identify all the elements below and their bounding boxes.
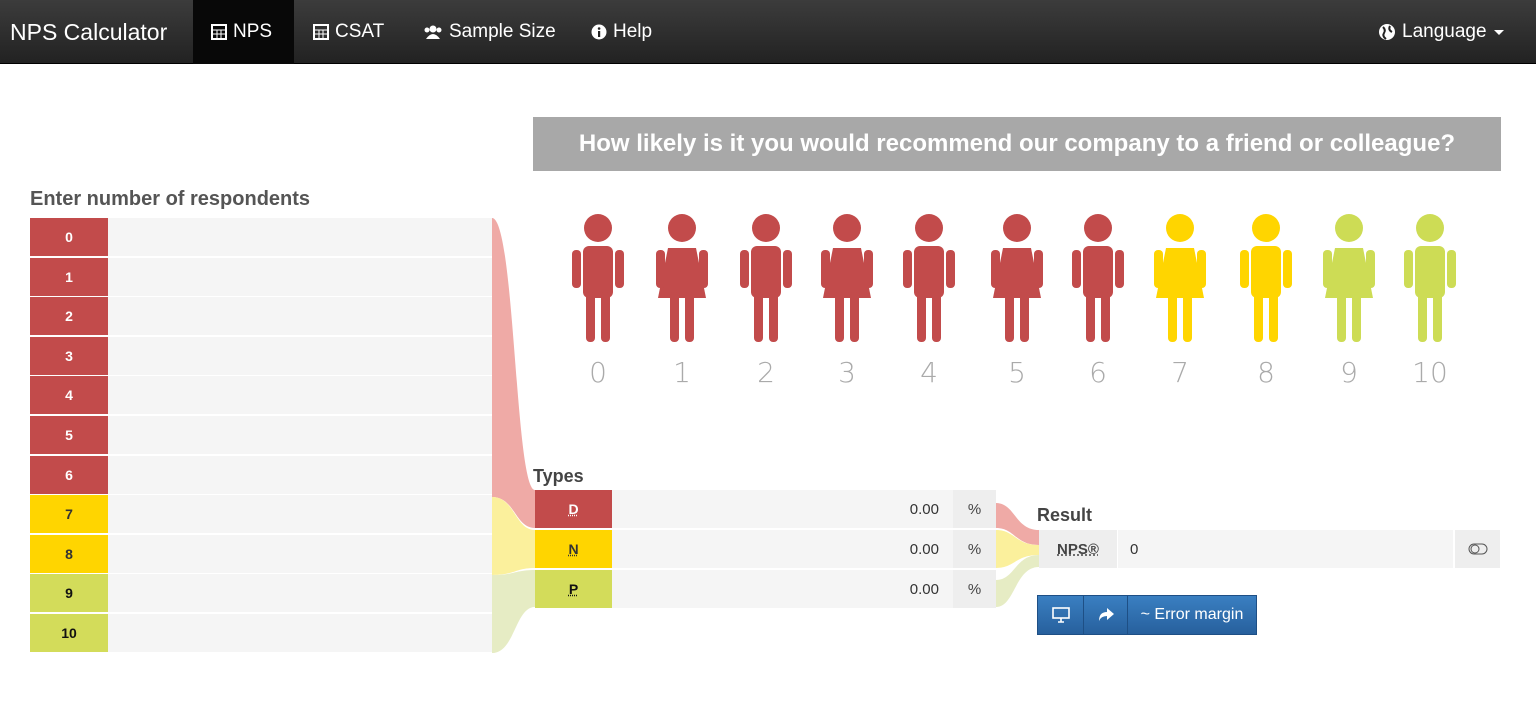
row-label: 10 bbox=[30, 614, 108, 652]
respondent-input[interactable] bbox=[108, 574, 492, 615]
icon bbox=[313, 24, 329, 40]
type-label: P bbox=[535, 570, 612, 608]
nav-label: NPS bbox=[233, 21, 273, 42]
respondents-title: Enter number of respondents bbox=[30, 188, 311, 210]
caret bbox=[1493, 30, 1504, 35]
brand[interactable]: NPS Calculator bbox=[10, 18, 168, 45]
type-unit: % bbox=[953, 570, 996, 608]
respondent-input[interactable] bbox=[108, 455, 492, 496]
row-label: 1 bbox=[30, 257, 108, 296]
icon bbox=[1468, 543, 1487, 555]
flow bbox=[996, 555, 1039, 607]
respondent-input[interactable] bbox=[108, 376, 492, 417]
type-value: 0.00 bbox=[612, 530, 953, 568]
nav-label: Language bbox=[1402, 21, 1487, 42]
row-label: 4 bbox=[30, 376, 108, 415]
question-banner: How likely is it you would recommend our… bbox=[533, 117, 1501, 171]
respondent-input[interactable] bbox=[108, 218, 492, 258]
types-title: Types bbox=[533, 466, 584, 486]
share-button[interactable] bbox=[1083, 595, 1128, 635]
flow bbox=[492, 570, 535, 653]
row-label: 3 bbox=[30, 336, 108, 375]
nav-item[interactable]: Sample Size bbox=[405, 0, 574, 64]
display-button[interactable] bbox=[1037, 595, 1084, 635]
toggle-button[interactable] bbox=[1455, 530, 1500, 568]
row-label: 6 bbox=[30, 455, 108, 494]
flow bbox=[492, 218, 535, 528]
navbar: NPS Calculator NPS CSAT Sample Size Help… bbox=[0, 0, 1536, 64]
language-menu[interactable]: Language bbox=[1360, 0, 1523, 64]
icon bbox=[424, 25, 442, 39]
nav-label: Sample Size bbox=[449, 21, 556, 42]
icon bbox=[591, 24, 607, 40]
nav-item[interactable]: NPS bbox=[193, 0, 294, 64]
type-label: N bbox=[535, 530, 612, 568]
respondent-input[interactable] bbox=[108, 297, 492, 338]
flow bbox=[996, 530, 1039, 568]
result-title: Result bbox=[1037, 505, 1093, 525]
type-label: D bbox=[535, 490, 612, 528]
type-value: 0.00 bbox=[612, 570, 953, 608]
type-value: 0.00 bbox=[612, 490, 953, 528]
nps-label: NPS® bbox=[1039, 530, 1117, 568]
row-label: 7 bbox=[30, 495, 108, 534]
nav-item[interactable]: Help bbox=[573, 0, 670, 64]
row-label: 8 bbox=[30, 534, 108, 573]
icon bbox=[1379, 24, 1395, 40]
respondent-input[interactable] bbox=[108, 416, 492, 456]
respondent-input[interactable] bbox=[108, 614, 492, 654]
respondent-input[interactable] bbox=[108, 336, 492, 377]
icon bbox=[1051, 607, 1070, 623]
row-label: 9 bbox=[30, 574, 108, 613]
nav-item[interactable]: CSAT bbox=[295, 0, 402, 64]
row-label: 2 bbox=[30, 297, 108, 336]
icon bbox=[211, 24, 227, 40]
type-unit: % bbox=[953, 530, 996, 568]
icon bbox=[1098, 608, 1114, 621]
respondent-input[interactable] bbox=[108, 495, 492, 536]
respondent-input[interactable] bbox=[108, 257, 492, 298]
nav-label: Help bbox=[613, 21, 653, 42]
respondent-input[interactable] bbox=[108, 534, 492, 575]
nav-label: CSAT bbox=[335, 21, 385, 42]
row-label: 0 bbox=[30, 218, 108, 256]
nps-value: 0 bbox=[1118, 530, 1453, 568]
flow bbox=[492, 497, 535, 575]
flow bbox=[996, 503, 1039, 545]
error-margin-button[interactable]: ~ Error margin bbox=[1127, 595, 1257, 635]
row-label: 5 bbox=[30, 416, 108, 454]
type-unit: % bbox=[953, 490, 996, 528]
